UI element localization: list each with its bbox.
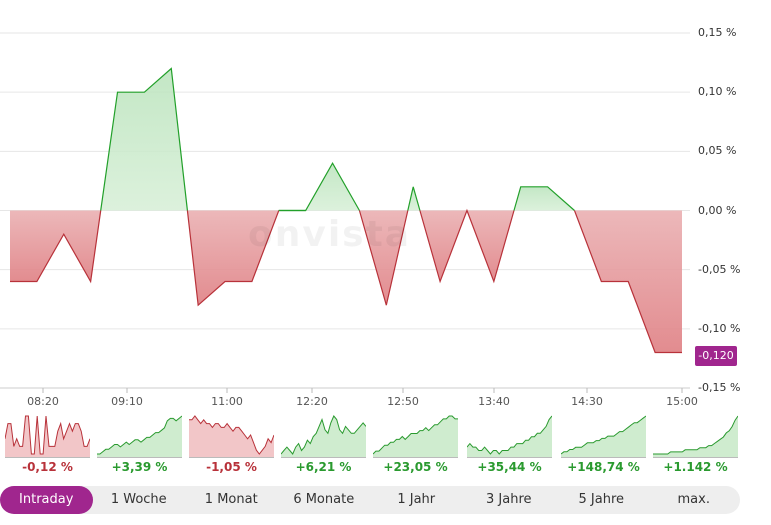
sparkline-change-label: +3,39 % [111,460,168,474]
negative-line [358,210,409,306]
tab-intraday[interactable]: Intraday [0,486,93,514]
y-tick-label: -0,05 % [698,262,741,276]
y-tick-label: -0,10 % [698,321,741,335]
tab-1-woche[interactable]: 1 Woche [110,492,167,507]
negative-line [573,210,682,354]
sparkline-area [467,416,552,458]
sparkline[interactable] [467,412,552,458]
y-tick-label: 0,10 % [698,85,737,99]
sparkline-change-label: +148,74 % [567,460,640,474]
sparkline[interactable] [5,412,90,458]
sparkline[interactable] [653,412,738,458]
x-tick-label: 12:50 [387,395,419,408]
sparkline-change-label: -1,05 % [206,460,257,474]
tab-1-monat[interactable]: 1 Monat [204,492,258,507]
sparkline-line [561,415,646,455]
intraday-chart [0,32,690,393]
sparkline-area [189,416,274,458]
x-tick-label: 11:00 [211,395,243,408]
sparkline[interactable] [561,412,646,458]
sparkline-area [561,416,646,458]
x-tick-label: 08:20 [27,395,59,408]
positive-area [100,68,188,211]
area-fills [10,68,682,353]
sparkline-area [653,416,738,458]
negative-area [419,210,514,282]
sparkline-line [373,415,458,455]
sparkline-line [467,415,552,455]
sparkline-line [653,415,738,455]
negative-line [10,210,102,284]
positive-line [407,186,421,211]
negative-area [187,210,279,306]
sparkline-line [189,415,274,455]
positive-line [100,67,189,211]
sparkline-area [97,416,182,458]
current-value-badge: -0,120 [695,346,737,366]
x-tick-label: 12:20 [296,395,328,408]
tab-6-monate[interactable]: 6 Monate [293,492,355,507]
x-tick-label: 13:40 [478,395,510,408]
x-tick-label: 14:30 [571,395,603,408]
sparkline-line [281,415,366,455]
sparkline-change-label: +35,44 % [477,460,542,474]
sparkline-line [97,415,182,455]
sparkline-change-label: +6,21 % [295,460,352,474]
sparkline-area [281,416,366,458]
sparkline-area [373,416,458,458]
tab-max[interactable]: max. [677,492,710,507]
negative-line [419,208,515,284]
sparkline[interactable] [97,412,182,458]
sparkline[interactable] [281,412,366,458]
sparkline-change-label: -0,12 % [22,460,73,474]
y-tick-label: 0,15 % [698,26,737,39]
sparkline[interactable] [373,412,458,458]
sparkline[interactable] [189,412,274,458]
tab-5-jahre[interactable]: 5 Jahre [578,492,625,507]
period-tabs: Intraday 1 Woche 1 Monat 6 Monate 1 Jahr 3 Ja… [0,486,740,514]
positive-line [513,186,575,211]
positive-area [514,186,575,211]
negative-area [359,210,408,306]
y-tick-label: 0,05 % [698,144,737,158]
y-tick-label: -0,15 % [698,381,741,394]
y-tick-label: 0,00 % [698,203,737,217]
sparkline-change-label: +23,05 % [383,460,448,474]
sparkline-area [5,416,90,458]
watermark: onvista [248,214,412,255]
sparkline-change-label: +1.142 % [663,460,728,474]
tab-3-jahre[interactable]: 3 Jahre [486,492,532,507]
positive-area [407,186,420,211]
x-tick-label: 15:00 [666,395,698,408]
price-line [10,67,682,354]
negative-area [10,210,101,282]
x-tick-label: 09:10 [111,395,143,408]
x-axis [0,387,690,393]
sparkline-line [5,415,90,455]
tab-1-jahr[interactable]: 1 Jahr [397,492,436,507]
negative-line [186,210,280,307]
